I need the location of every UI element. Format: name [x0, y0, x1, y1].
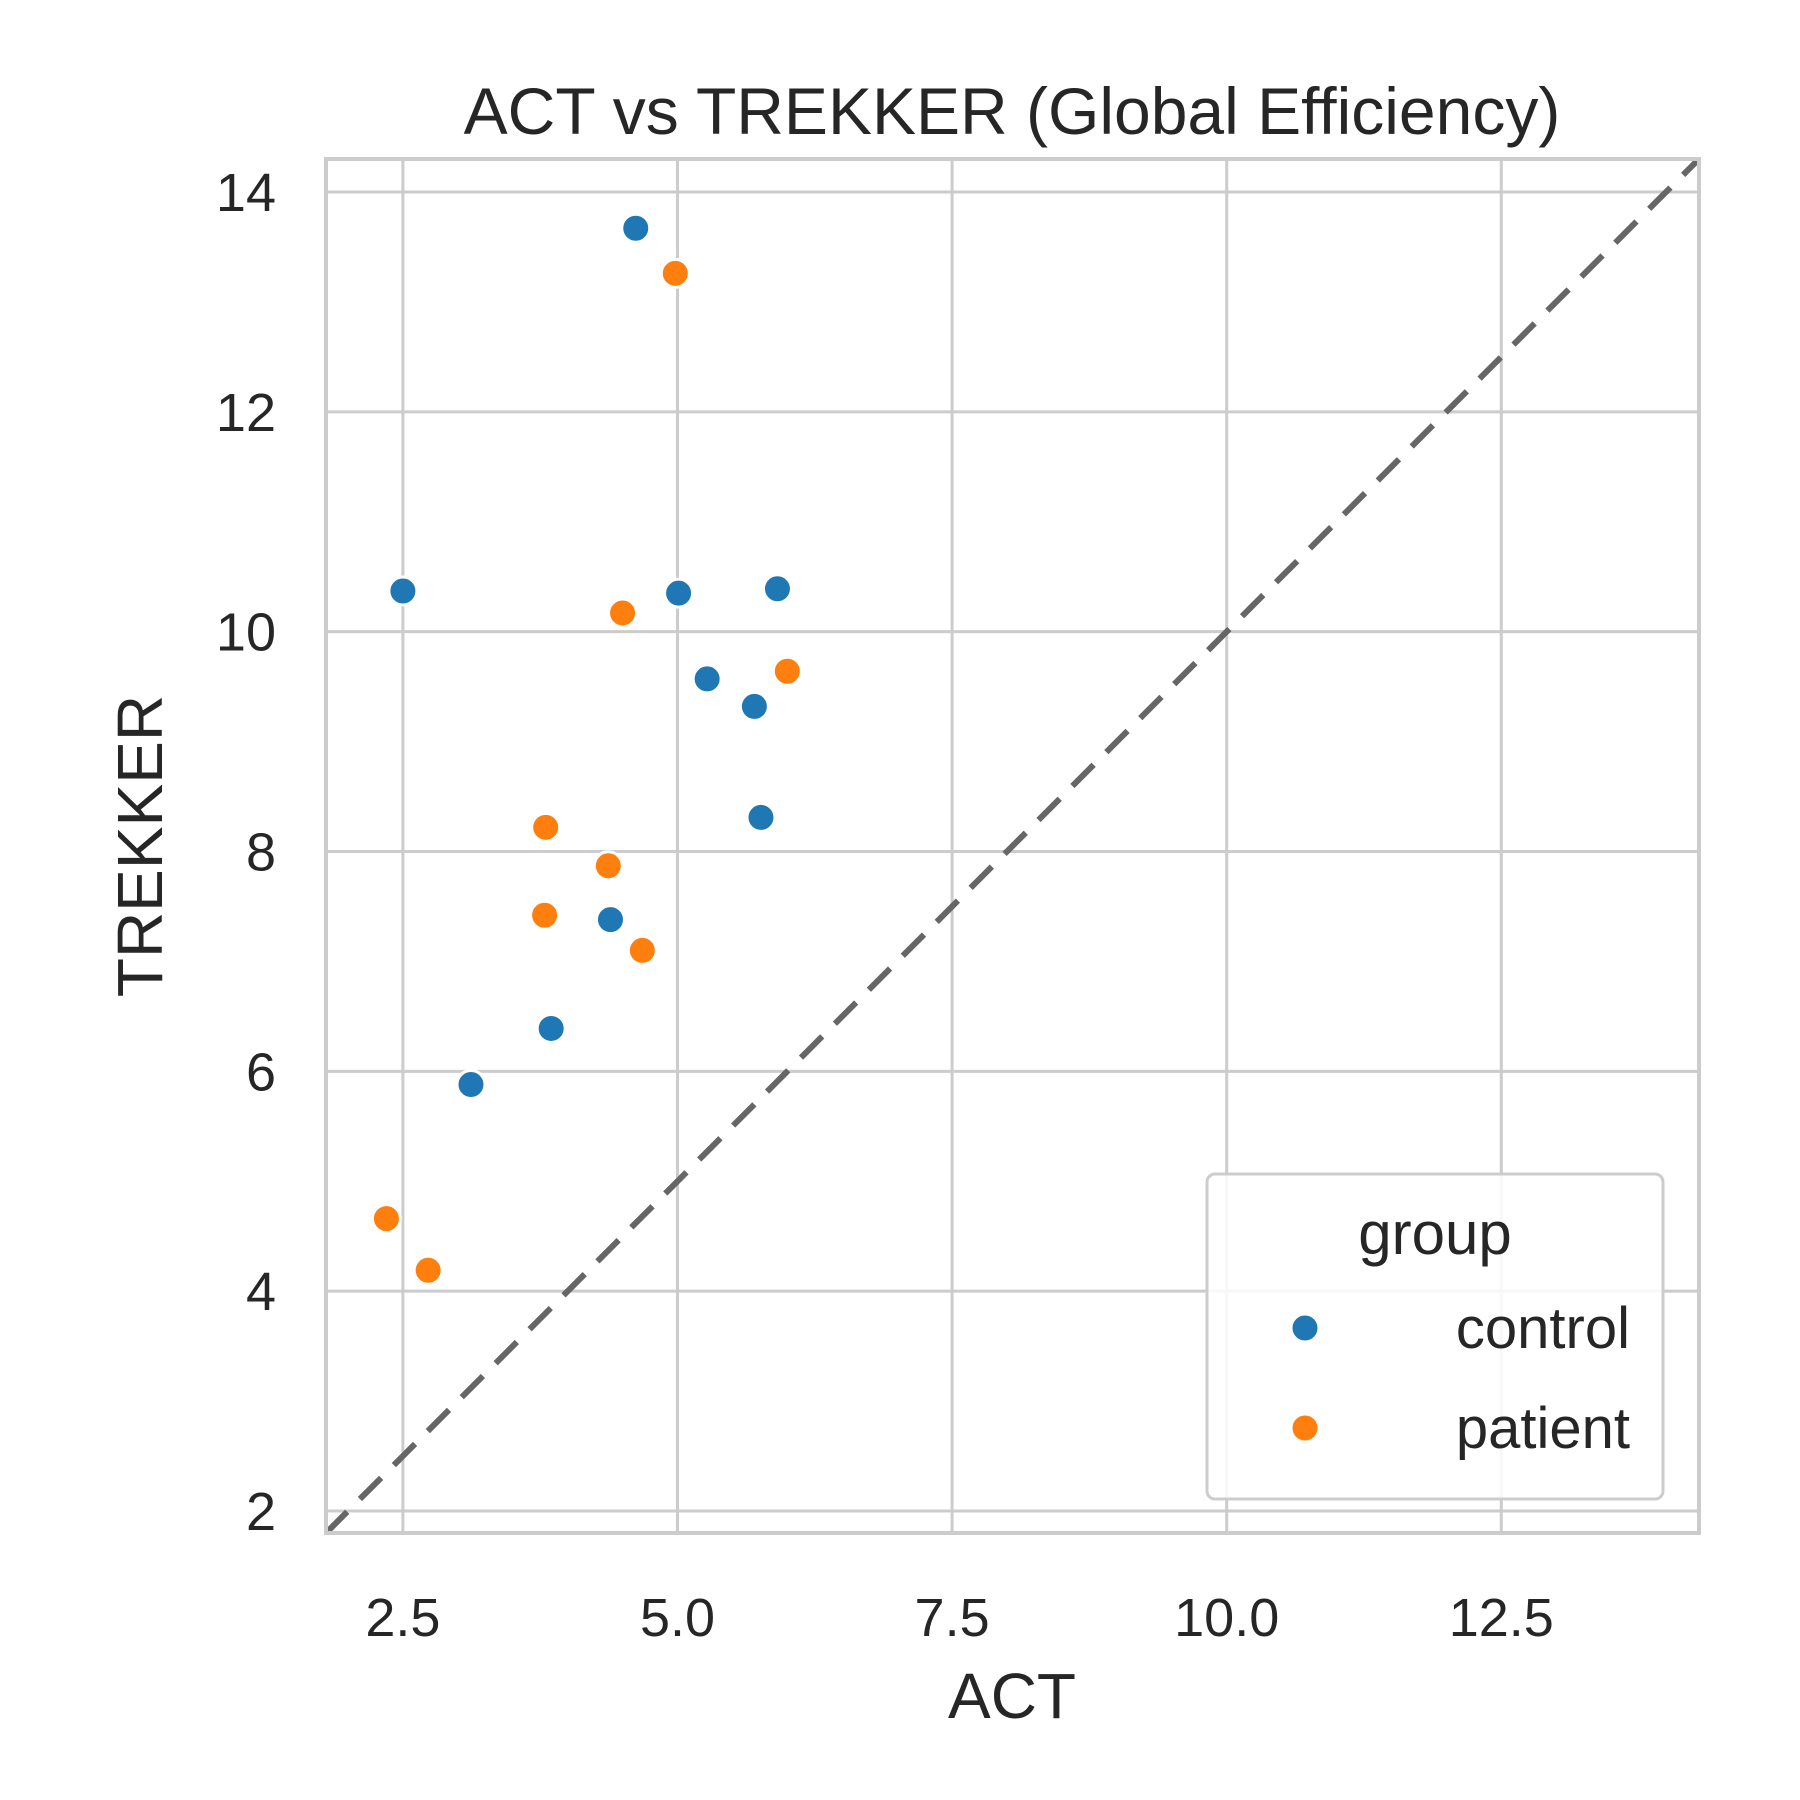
y-tick-label: 4	[246, 1262, 276, 1322]
legend-entries: control patient	[1289, 1296, 1630, 1461]
patient-point	[771, 655, 803, 687]
x-axis-label: ACT	[948, 1660, 1076, 1732]
control-point	[663, 577, 695, 609]
control-point	[535, 1012, 567, 1044]
x-tick-label: 10.0	[1174, 1588, 1279, 1648]
x-tick-label: 5.0	[640, 1588, 715, 1648]
y-tick-label: 2	[246, 1482, 276, 1542]
control-point	[745, 801, 777, 833]
legend-marker-patient	[1289, 1412, 1321, 1444]
x-tick-labels: 2.5 5.0 7.5 10.0 12.5	[365, 1588, 1553, 1648]
chart-title: ACT vs TREKKER (Global Efficiency)	[464, 74, 1561, 148]
control-point	[455, 1069, 487, 1101]
legend-box	[1205, 1172, 1665, 1501]
y-tick-label: 14	[216, 163, 276, 223]
series-control	[387, 212, 793, 1101]
identity-line	[323, 156, 1702, 1536]
identity-dashed-line	[323, 156, 1702, 1536]
control-point	[761, 573, 793, 605]
control-point	[691, 663, 723, 695]
patient-point	[412, 1254, 444, 1286]
data-points	[370, 212, 803, 1286]
series-patient	[370, 257, 803, 1286]
legend-label-control: control	[1456, 1296, 1630, 1361]
y-tick-label: 10	[216, 603, 276, 663]
x-tick-label: 7.5	[915, 1588, 990, 1648]
control-point	[594, 904, 626, 936]
patient-point	[607, 597, 639, 629]
y-tick-labels: 2 4 6 8 10 12 14	[216, 163, 276, 1542]
grid-lines	[326, 159, 1699, 1533]
y-tick-label: 6	[246, 1042, 276, 1102]
y-tick-label: 12	[216, 383, 276, 443]
plot-frame	[324, 157, 1701, 1535]
y-axis-label: TREKKER	[104, 695, 176, 997]
legend-label-patient: patient	[1456, 1396, 1630, 1461]
patient-point	[530, 811, 562, 843]
patient-point	[626, 934, 658, 966]
legend-marker-control	[1289, 1312, 1321, 1344]
control-point	[387, 575, 419, 607]
control-point	[620, 212, 652, 244]
legend-title: group	[1358, 1200, 1511, 1267]
patient-point	[370, 1203, 402, 1235]
patient-point	[592, 850, 624, 882]
x-tick-label: 2.5	[365, 1588, 440, 1648]
patient-point	[529, 899, 561, 931]
control-point	[738, 690, 770, 722]
y-tick-label: 8	[246, 822, 276, 882]
x-tick-label: 12.5	[1449, 1588, 1554, 1648]
legend: group control patient	[1205, 1172, 1665, 1501]
patient-point	[659, 257, 691, 289]
